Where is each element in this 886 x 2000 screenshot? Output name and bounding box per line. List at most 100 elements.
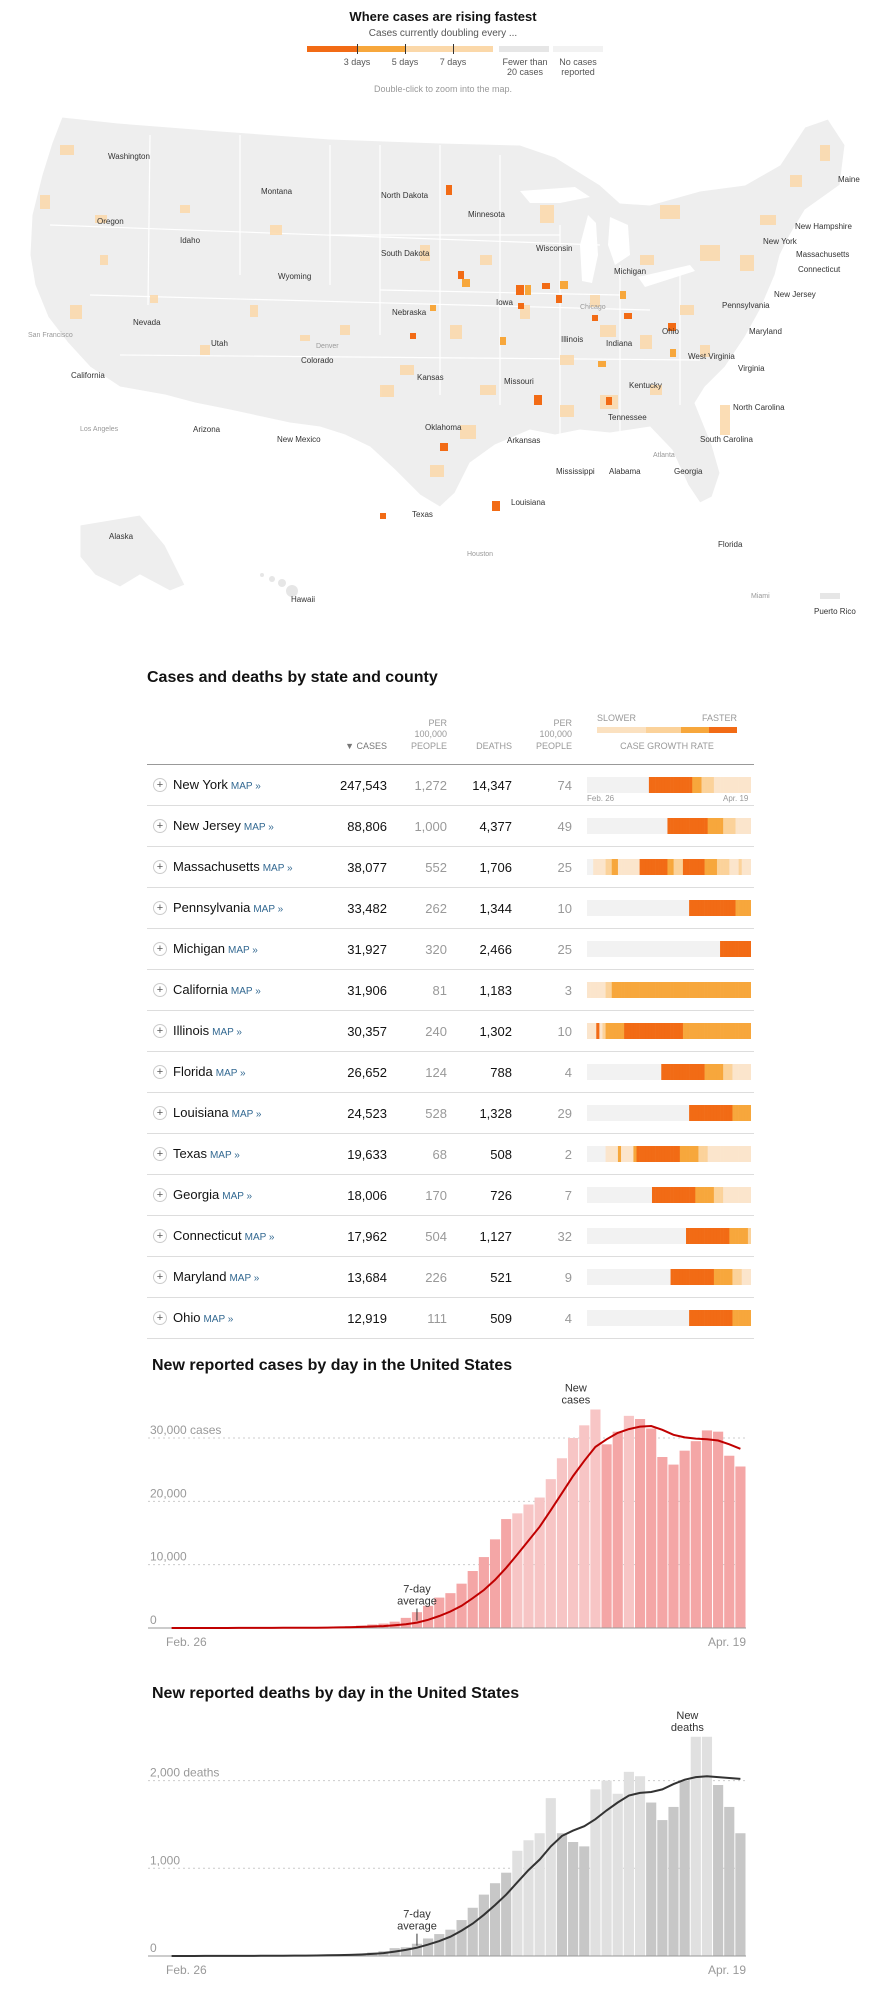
us-county-map[interactable]: Washington Montana North Dakota Minnesot… — [0, 105, 886, 650]
expand-icon[interactable]: + — [153, 942, 167, 956]
map-link[interactable]: MAP » — [209, 1150, 240, 1161]
growth-cell — [692, 1105, 696, 1121]
state-name[interactable]: Michigan MAP » — [173, 941, 258, 956]
table-row[interactable]: + New York MAP » 247,543 1,272 14,347 74 Feb. 2… — [147, 765, 754, 806]
map-link[interactable]: MAP » — [215, 1068, 246, 1079]
x-start-label: Feb. 26 — [166, 1635, 207, 1649]
growth-cell — [679, 982, 684, 998]
expand-icon[interactable]: + — [153, 1270, 167, 1284]
expand-icon[interactable]: + — [153, 819, 167, 833]
growth-cell — [692, 1187, 696, 1203]
bar — [545, 1479, 556, 1628]
growth-cell — [633, 1310, 637, 1326]
bar — [634, 1419, 646, 1628]
map-svg[interactable] — [0, 105, 886, 650]
map-link[interactable]: MAP » — [253, 904, 284, 915]
expand-icon[interactable]: + — [153, 1229, 167, 1243]
table-row[interactable]: + Florida MAP » 26,652 124 788 4 — [147, 1052, 754, 1093]
state-name[interactable]: Ohio MAP » — [173, 1310, 233, 1325]
table-row[interactable]: + Massachusetts MAP » 38,077 552 1,706 25 — [147, 847, 754, 888]
growth-cell — [735, 1064, 739, 1080]
growth-cell — [713, 818, 718, 834]
map-link[interactable]: MAP » — [231, 1109, 262, 1120]
expand-icon[interactable]: + — [153, 1106, 167, 1120]
growth-cell — [670, 1310, 674, 1326]
expand-icon[interactable]: + — [153, 1065, 167, 1079]
growth-cell — [741, 982, 746, 998]
expand-icon[interactable]: + — [153, 860, 167, 874]
table-row[interactable]: + Georgia MAP » 18,006 170 726 7 — [147, 1175, 754, 1216]
deaths-per-100k: 25 — [557, 860, 572, 875]
expand-icon[interactable]: + — [153, 1024, 167, 1038]
growth-cell — [655, 1187, 659, 1203]
state-name[interactable]: Maryland MAP » — [173, 1269, 259, 1284]
state-name[interactable]: Florida MAP » — [173, 1064, 246, 1079]
map-link[interactable]: MAP » — [262, 863, 293, 874]
table-row[interactable]: + Maryland MAP » 13,684 226 521 9 — [147, 1257, 754, 1298]
table-row[interactable]: + New Jersey MAP » 88,806 1,000 4,377 49 — [147, 806, 754, 847]
expand-icon[interactable]: + — [153, 778, 167, 792]
table-row[interactable]: + Illinois MAP » 30,357 240 1,302 10 — [147, 1011, 754, 1052]
table-row[interactable]: + Pennsylvania MAP » 33,482 262 1,344 10 — [147, 888, 754, 929]
growth-cell — [695, 900, 699, 916]
map-link[interactable]: MAP » — [222, 1191, 253, 1202]
map-link[interactable]: MAP » — [203, 1314, 234, 1325]
growth-cell — [602, 1023, 606, 1039]
growth-cell — [611, 1105, 616, 1121]
growth-cell — [614, 1187, 619, 1203]
header-cases[interactable]: ▼ CASES — [345, 741, 387, 751]
table-row[interactable]: + Ohio MAP » 12,919 111 509 4 — [147, 1298, 754, 1339]
growth-cell — [723, 1228, 727, 1244]
expand-icon[interactable]: + — [153, 1311, 167, 1325]
growth-cell — [605, 777, 609, 793]
cases-value: 12,919 — [347, 1311, 387, 1326]
table-row[interactable]: + Michigan MAP » 31,927 320 2,466 25 — [147, 929, 754, 970]
growth-cell — [667, 777, 671, 793]
map-link[interactable]: MAP » — [212, 1027, 242, 1038]
map-link[interactable]: MAP » — [230, 781, 261, 792]
growth-cell — [602, 1310, 606, 1326]
growth-cell — [701, 941, 705, 957]
state-name[interactable]: Massachusetts MAP » — [173, 859, 293, 874]
state-name-text: Connecticut — [173, 1228, 242, 1243]
state-name-text: Illinois — [173, 1023, 210, 1038]
map-link[interactable]: MAP » — [243, 822, 274, 833]
expand-icon[interactable]: + — [153, 983, 167, 997]
map-link[interactable]: MAP » — [244, 1232, 275, 1243]
legend-label-5days: 5 days — [391, 57, 419, 67]
growth-cell — [735, 1105, 739, 1121]
state-name[interactable]: Louisiana MAP » — [173, 1105, 262, 1120]
expand-icon[interactable]: + — [153, 901, 167, 915]
growth-cell — [617, 982, 622, 998]
header-deaths[interactable]: DEATHS — [476, 741, 512, 751]
state-name-text: Georgia — [173, 1187, 220, 1202]
table-row[interactable]: + California MAP » 31,906 81 1,183 3 — [147, 970, 754, 1011]
growth-cell — [658, 818, 662, 834]
growth-cell — [636, 1187, 640, 1203]
map-link[interactable]: MAP » — [230, 986, 261, 997]
table-row[interactable]: + Connecticut MAP » 17,962 504 1,127 32 — [147, 1216, 754, 1257]
map-link[interactable]: MAP » — [229, 1273, 260, 1284]
state-name[interactable]: Connecticut MAP » — [173, 1228, 275, 1243]
state-name[interactable]: Illinois MAP » — [173, 1023, 242, 1038]
growth-cell — [602, 1269, 606, 1285]
cases-value: 30,357 — [347, 1024, 387, 1039]
growth-cell — [741, 1023, 746, 1039]
expand-icon[interactable]: + — [153, 1147, 167, 1161]
expand-icon[interactable]: + — [153, 1188, 167, 1202]
state-name[interactable]: New Jersey MAP » — [173, 818, 274, 833]
state-name[interactable]: Pennsylvania MAP » — [173, 900, 283, 915]
state-name[interactable]: California MAP » — [173, 982, 261, 997]
state-name[interactable]: New York MAP » — [173, 777, 261, 792]
state-name[interactable]: Texas MAP » — [173, 1146, 240, 1161]
growth-cell — [686, 859, 690, 875]
growth-cell — [667, 1064, 671, 1080]
cases-value: 38,077 — [347, 860, 387, 875]
growth-cell — [741, 1228, 746, 1244]
table-row[interactable]: + Texas MAP » 19,633 68 508 2 — [147, 1134, 754, 1175]
deaths-value: 1,183 — [479, 983, 512, 998]
growth-cell — [673, 1228, 678, 1244]
state-name[interactable]: Georgia MAP » — [173, 1187, 252, 1202]
map-link[interactable]: MAP » — [228, 945, 258, 956]
table-row[interactable]: + Louisiana MAP » 24,523 528 1,328 29 — [147, 1093, 754, 1134]
